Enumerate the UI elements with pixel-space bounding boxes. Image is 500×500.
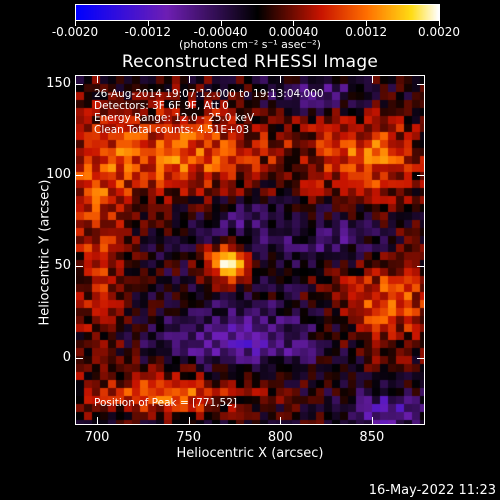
x-tick-mark <box>280 417 282 425</box>
annotation-detectors: Detectors: 3F 6F 9F, Att 0 <box>94 100 229 112</box>
x-tick-mark <box>188 75 190 83</box>
colorbar-tick-label: 0.00040 <box>268 25 319 39</box>
colorbar-tick-label: 0.0020 <box>418 25 460 39</box>
colorbar-tick <box>75 21 76 26</box>
y-tick-mark <box>417 175 425 177</box>
y-tick-label: 0 <box>62 349 71 365</box>
colorbar-gradient <box>76 5 439 20</box>
annotation-peak: Position of Peak = [771,52] <box>94 397 238 409</box>
x-tick-mark <box>280 75 282 83</box>
y-tick-mark <box>75 84 83 86</box>
y-tick-label: 50 <box>54 258 71 274</box>
x-tick-label: 800 <box>267 430 293 445</box>
y-axis-label: Heliocentric Y (arcsec) <box>37 179 53 326</box>
y-tick-label: 100 <box>46 167 71 183</box>
y-tick-mark <box>75 357 83 359</box>
colorbar-tick <box>147 21 149 26</box>
colorbar-tick <box>293 21 295 26</box>
x-tick-label: 850 <box>359 430 385 445</box>
y-tick-mark <box>417 357 425 359</box>
x-axis-label: Heliocentric X (arcsec) <box>176 446 324 461</box>
y-tick-label: 150 <box>46 76 71 92</box>
annotation-time: 26-Aug-2014 19:07:12.000 to 19:13:04.000 <box>94 88 324 100</box>
colorbar-tick-label: -0.0012 <box>124 25 171 39</box>
colorbar <box>75 4 440 21</box>
y-tick-mark <box>75 175 83 177</box>
x-tick-mark <box>371 417 373 425</box>
plot-area: 26-Aug-2014 19:07:12.000 to 19:13:04.000… <box>75 75 425 425</box>
colorbar-tick-label: -0.0020 <box>51 25 99 39</box>
y-tick-mark <box>75 266 83 268</box>
heatmap-image <box>76 76 424 424</box>
annotation-energy: Energy Range: 12.0 - 25.0 keV <box>94 112 255 124</box>
x-tick-label: 700 <box>84 430 110 445</box>
timestamp: 16-May-2022 11:23 <box>368 483 496 498</box>
colorbar-tick <box>366 21 368 26</box>
y-tick-mark <box>417 266 425 268</box>
colorbar-tick-label: 0.0012 <box>345 25 388 39</box>
x-tick-mark <box>371 75 373 83</box>
chart-title: Reconstructed RHESSI Image <box>121 52 379 72</box>
y-tick-mark <box>417 84 425 86</box>
x-tick-label: 750 <box>176 430 202 445</box>
x-tick-mark <box>96 417 98 425</box>
x-tick-mark <box>188 417 190 425</box>
annotation-counts: Clean Total counts: 4.51E+03 <box>94 124 250 136</box>
colorbar-tick-label: -0.00040 <box>193 25 248 39</box>
x-tick-mark <box>96 75 98 83</box>
colorbar-tick <box>220 21 222 26</box>
colorbar-tick <box>439 21 440 26</box>
colorbar-unit: (photons cm⁻² s⁻¹ asec⁻²) <box>179 38 321 51</box>
